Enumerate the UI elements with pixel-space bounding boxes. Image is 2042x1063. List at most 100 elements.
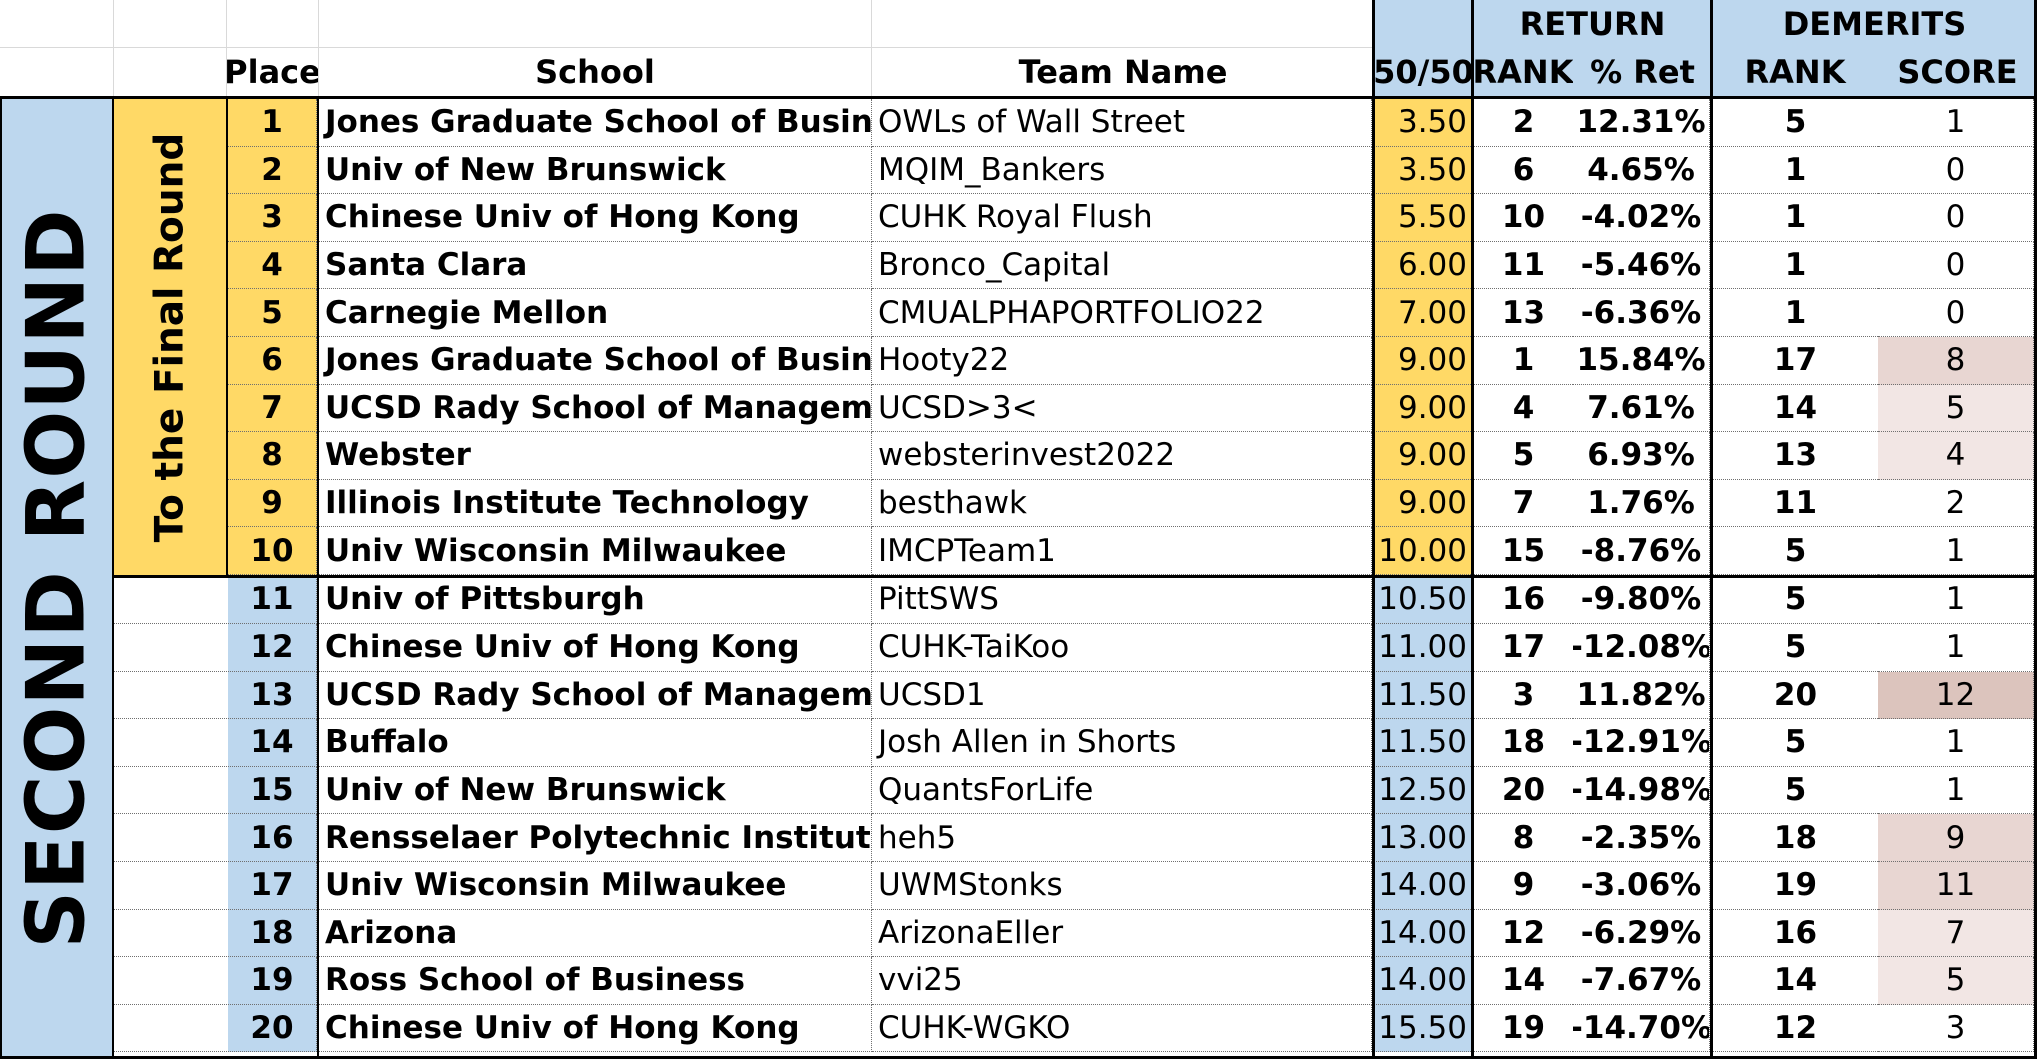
- school-cell[interactable]: Carnegie Mellon: [319, 289, 872, 337]
- return-pct-cell[interactable]: -5.46%: [1573, 241, 1710, 290]
- demerits-score-cell[interactable]: 11: [1878, 862, 2034, 910]
- return-rank-cell[interactable]: 1: [1474, 337, 1573, 385]
- team-name-cell[interactable]: CMUALPHAPORTFOLIO22: [872, 289, 1372, 337]
- school-cell[interactable]: Illinois Institute Technology: [319, 479, 872, 528]
- school-cell[interactable]: Ross School of Business: [319, 957, 872, 1005]
- place-cell[interactable]: 3: [228, 194, 317, 242]
- school-cell[interactable]: Univ of New Brunswick: [319, 766, 872, 815]
- return-pct-cell[interactable]: 1.76%: [1573, 479, 1710, 528]
- team-name-cell[interactable]: ArizonaEller: [872, 909, 1372, 958]
- return-rank-cell[interactable]: 19: [1474, 1005, 1573, 1053]
- demerits-score-cell[interactable]: 0: [1878, 241, 2034, 290]
- demerits-score-cell[interactable]: 0: [1878, 146, 2034, 195]
- return-rank-cell[interactable]: 17: [1474, 624, 1573, 672]
- demerits-score-cell[interactable]: 1: [1878, 99, 2034, 147]
- fifty-fifty-cell[interactable]: 13.00: [1374, 814, 1471, 862]
- return-rank-cell[interactable]: 7: [1474, 480, 1573, 528]
- demerits-rank-cell[interactable]: 5: [1713, 575, 1878, 624]
- fifty-fifty-cell[interactable]: 11.50: [1374, 671, 1471, 720]
- school-cell[interactable]: Santa Clara: [319, 241, 872, 290]
- return-rank-cell[interactable]: 5: [1474, 432, 1573, 480]
- demerits-score-cell[interactable]: 8: [1878, 337, 2034, 385]
- demerits-score-cell[interactable]: 0: [1878, 289, 2034, 337]
- school-cell[interactable]: Jones Graduate School of Business: [319, 99, 872, 147]
- demerits-rank-cell[interactable]: 5: [1713, 99, 1878, 147]
- demerits-score-cell[interactable]: 2: [1878, 479, 2034, 528]
- team-name-cell[interactable]: IMCPTeam1: [872, 527, 1372, 575]
- team-name-cell[interactable]: CUHK-WGKO: [872, 1004, 1372, 1053]
- team-name-cell[interactable]: heh5: [872, 814, 1372, 862]
- demerits-rank-cell[interactable]: 5: [1713, 719, 1878, 767]
- place-cell[interactable]: 18: [228, 909, 317, 958]
- return-pct-cell[interactable]: -9.80%: [1573, 575, 1710, 624]
- demerits-rank-cell[interactable]: 14: [1713, 385, 1878, 433]
- return-rank-cell[interactable]: 2: [1474, 99, 1573, 147]
- place-cell[interactable]: 13: [228, 671, 317, 720]
- fifty-fifty-cell[interactable]: 9.00: [1374, 384, 1471, 433]
- demerits-rank-cell[interactable]: 20: [1713, 672, 1878, 720]
- empty-cell[interactable]: [114, 719, 227, 767]
- return-rank-cell[interactable]: 9: [1474, 862, 1573, 910]
- fifty-fifty-cell[interactable]: 5.50: [1374, 194, 1471, 242]
- demerits-score-cell[interactable]: 9: [1878, 814, 2034, 862]
- return-pct-cell[interactable]: 6.93%: [1573, 432, 1710, 480]
- demerits-rank-cell[interactable]: 5: [1713, 767, 1878, 815]
- demerits-score-cell[interactable]: 4: [1878, 432, 2034, 480]
- return-pct-cell[interactable]: 11.82%: [1573, 671, 1710, 720]
- return-pct-cell[interactable]: -6.29%: [1573, 909, 1710, 958]
- demerits-score-cell[interactable]: 1: [1878, 575, 2034, 624]
- empty-cell[interactable]: [114, 1005, 227, 1053]
- place-cell[interactable]: 12: [228, 624, 317, 672]
- place-cell[interactable]: 6: [228, 337, 317, 385]
- place-cell[interactable]: 7: [228, 384, 317, 433]
- empty-header-cell[interactable]: [114, 48, 227, 96]
- return-rank-cell[interactable]: 18: [1474, 719, 1573, 767]
- school-cell[interactable]: Webster: [319, 432, 872, 480]
- fifty-fifty-cell[interactable]: 11.50: [1374, 719, 1471, 767]
- demerits-score-cell[interactable]: 7: [1878, 909, 2034, 958]
- demerits-rank-cell[interactable]: 1: [1713, 194, 1878, 242]
- fifty-fifty-cell[interactable]: 15.50: [1374, 1004, 1471, 1053]
- team-name-cell[interactable]: QuantsForLife: [872, 766, 1372, 815]
- return-pct-cell[interactable]: -4.02%: [1573, 194, 1710, 242]
- empty-header-cell[interactable]: [319, 0, 872, 48]
- place-cell[interactable]: 11: [228, 575, 317, 624]
- return-pct-cell[interactable]: -2.35%: [1573, 814, 1710, 862]
- fifty-fifty-cell[interactable]: 14.00: [1374, 957, 1471, 1005]
- team-name-cell[interactable]: UWMStonks: [872, 862, 1372, 910]
- fifty-fifty-cell[interactable]: 14.00: [1374, 909, 1471, 958]
- demerits-rank-cell[interactable]: 5: [1713, 624, 1878, 672]
- demerits-score-cell[interactable]: 1: [1878, 624, 2034, 672]
- school-cell[interactable]: Chinese Univ of Hong Kong: [319, 1004, 872, 1053]
- return-rank-cell[interactable]: 20: [1474, 767, 1573, 815]
- team-name-cell[interactable]: PittSWS: [872, 575, 1372, 624]
- return-pct-cell[interactable]: 4.65%: [1573, 146, 1710, 195]
- empty-header-cell[interactable]: [227, 0, 319, 48]
- school-cell[interactable]: Rensselaer Polytechnic Institute: [319, 814, 872, 862]
- fifty-fifty-cell[interactable]: 10.50: [1374, 575, 1471, 624]
- return-rank-cell[interactable]: 15: [1474, 527, 1573, 575]
- return-rank-cell[interactable]: 14: [1474, 957, 1573, 1005]
- empty-header-cell[interactable]: [872, 0, 1374, 48]
- demerits-score-cell[interactable]: 1: [1878, 766, 2034, 815]
- team-name-cell[interactable]: UCSD>3<: [872, 384, 1372, 433]
- empty-cell[interactable]: [114, 862, 227, 910]
- team-name-cell[interactable]: Josh Allen in Shorts: [872, 719, 1372, 767]
- demerits-rank-cell[interactable]: 14: [1713, 957, 1878, 1005]
- empty-cell[interactable]: [114, 575, 227, 624]
- demerits-score-cell[interactable]: 1: [1878, 719, 2034, 767]
- demerits-rank-cell[interactable]: 19: [1713, 862, 1878, 910]
- empty-cell[interactable]: [114, 767, 227, 815]
- return-pct-cell[interactable]: -14.70%: [1573, 1004, 1710, 1053]
- place-cell[interactable]: 8: [228, 432, 317, 480]
- team-name-cell[interactable]: CUHK Royal Flush: [872, 194, 1372, 242]
- place-cell[interactable]: 20: [228, 1004, 317, 1053]
- return-pct-cell[interactable]: -12.91%: [1573, 719, 1710, 767]
- empty-header-cell[interactable]: [114, 0, 227, 48]
- fifty-fifty-cell[interactable]: 6.00: [1374, 241, 1471, 290]
- return-rank-cell[interactable]: 13: [1474, 289, 1573, 337]
- return-pct-cell[interactable]: -7.67%: [1573, 957, 1710, 1005]
- place-cell[interactable]: 10: [228, 527, 317, 575]
- demerits-rank-cell[interactable]: 1: [1713, 147, 1878, 195]
- place-cell[interactable]: 15: [228, 766, 317, 815]
